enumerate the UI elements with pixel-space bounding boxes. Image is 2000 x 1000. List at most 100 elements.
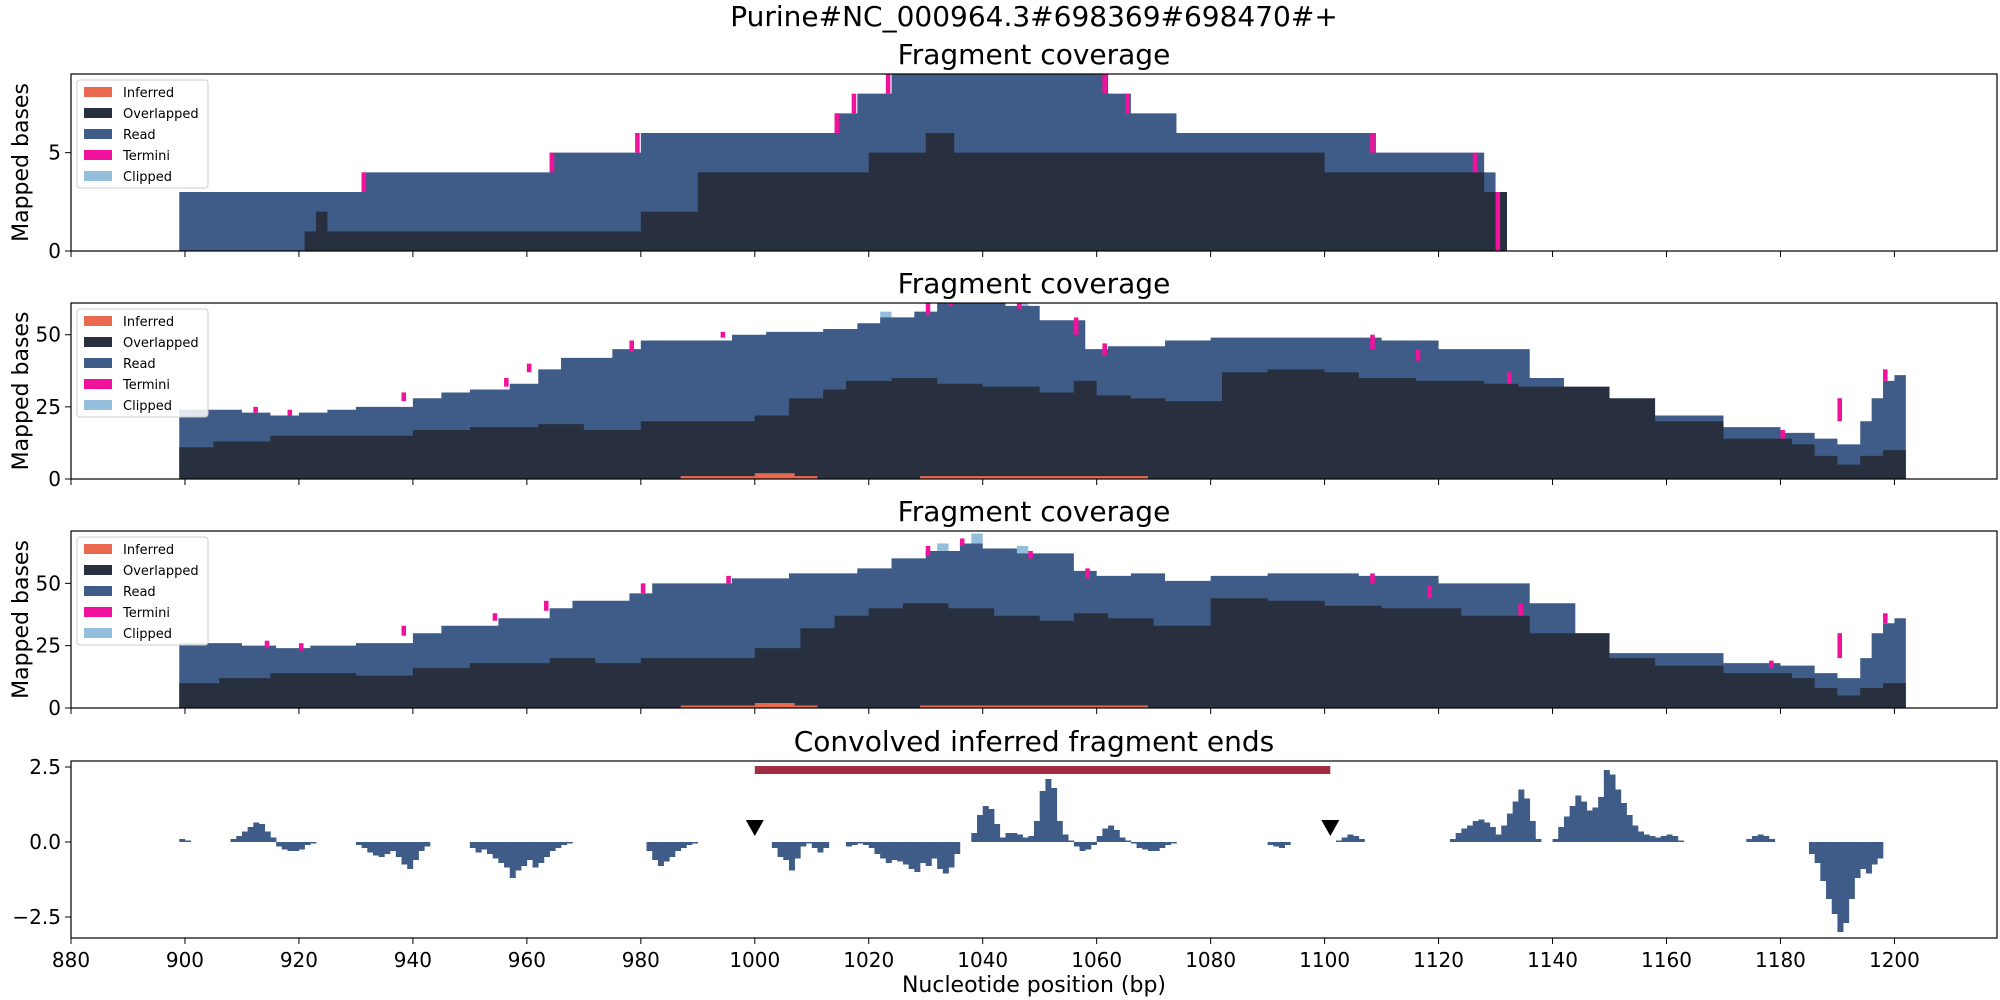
- convolved-bar: [1854, 842, 1861, 878]
- convolved-bar: [1814, 842, 1821, 863]
- overlapped-coverage-area: [179, 133, 1507, 251]
- convolved-bar: [1586, 810, 1593, 842]
- convolved-bar: [184, 840, 191, 842]
- convolved-bar: [948, 842, 955, 868]
- convolved-bar: [1632, 825, 1639, 842]
- convolved-bar: [390, 842, 397, 851]
- x-tick-label: 960: [508, 948, 546, 972]
- convolved-bar: [783, 842, 790, 860]
- convolved-bar: [555, 842, 562, 848]
- convolved-bar: [1090, 842, 1097, 845]
- legend-label-inferred: Inferred: [123, 315, 174, 330]
- plot-area: [179, 74, 1507, 251]
- convolved-bar: [845, 842, 852, 847]
- termini-segment: [635, 133, 640, 153]
- convolved-bar: [1763, 836, 1770, 842]
- y-tick-label: 5: [48, 141, 61, 165]
- legend: Inferred Overlapped Read Termini Clipped: [76, 79, 209, 189]
- convolved-bar: [971, 833, 978, 842]
- convolved-bar: [1666, 834, 1673, 842]
- termini-segment: [1780, 429, 1786, 439]
- termini-segment: [1085, 568, 1090, 579]
- convolved-bar: [373, 842, 380, 856]
- convolved-bar: [988, 809, 995, 842]
- termini-segment: [726, 575, 731, 584]
- termini-segment: [1506, 372, 1512, 384]
- convolved-bar: [686, 842, 693, 845]
- convolved-bar: [1769, 839, 1776, 842]
- convolved-bar: [418, 842, 425, 851]
- convolved-bar: [566, 842, 573, 844]
- termini-segment: [1415, 349, 1421, 361]
- convolved-bar: [868, 842, 875, 848]
- chart-panel-3: Fragment coverage Inferred Overlapped Read T…: [9, 495, 1998, 720]
- convolved-bar: [1079, 842, 1086, 851]
- convolved-bar: [521, 842, 528, 866]
- convolved-bar: [1552, 839, 1559, 842]
- termini-segment: [1883, 613, 1888, 624]
- convolved-bar: [407, 842, 414, 869]
- legend-label-inferred: Inferred: [123, 543, 174, 558]
- convolved-bar: [1153, 842, 1160, 851]
- y-tick-label: −2.5: [12, 905, 61, 929]
- chart-panel-1: Fragment coverage Inferred Overlapped Read T…: [9, 38, 1998, 263]
- convolved-bar: [1011, 833, 1018, 842]
- inferred-segment: [794, 705, 818, 708]
- chart-panel-2: Fragment coverage Inferred Overlapped Read T…: [9, 267, 1998, 491]
- convolved-bar: [304, 842, 311, 845]
- convolved-bar: [1558, 827, 1565, 842]
- convolved-bar: [1643, 834, 1650, 842]
- y-axis-label: Mapped bases: [9, 312, 34, 471]
- convolved-bar: [1518, 789, 1525, 842]
- termini-segment: [959, 538, 965, 546]
- convolved-bar: [902, 842, 909, 865]
- x-tick-label: 880: [52, 948, 90, 972]
- convolved-bar: [994, 824, 1001, 842]
- convolved-bar: [401, 842, 408, 865]
- convolved-bar: [355, 842, 362, 845]
- convolved-bar: [1039, 791, 1046, 842]
- x-tick-label: 1080: [1185, 948, 1236, 972]
- y-tick-label: 2.5: [29, 755, 61, 779]
- convolved-bar: [515, 842, 522, 871]
- convolved-bar: [1751, 836, 1758, 842]
- termini-segment: [492, 613, 498, 621]
- y-tick-label: 0: [48, 696, 61, 720]
- y-tick-label: 50: [36, 323, 61, 347]
- convolved-bar: [1353, 836, 1360, 842]
- plot-area: [179, 533, 1906, 708]
- convolved-bar: [1034, 821, 1040, 842]
- convolved-bar: [1016, 834, 1023, 842]
- convolved-bar: [1119, 837, 1126, 842]
- convolved-bar: [298, 842, 305, 850]
- convolved-bar: [1279, 842, 1286, 848]
- convolved-bar: [230, 839, 237, 842]
- convolved-bar: [1506, 813, 1513, 842]
- legend-swatch-termini: [84, 150, 112, 160]
- convolved-bar: [1563, 816, 1570, 842]
- convolved-bar: [1273, 842, 1280, 847]
- x-tick-label: 1160: [1641, 948, 1692, 972]
- convolved-bar: [281, 842, 288, 850]
- convolved-bar: [1826, 842, 1833, 899]
- convolved-bar: [851, 842, 858, 845]
- panel-title: Convolved inferred fragment ends: [794, 725, 1275, 758]
- legend-swatch-clipped: [84, 628, 112, 638]
- legend-label-termini: Termini: [122, 378, 170, 393]
- convolved-bar: [800, 842, 807, 847]
- convolved-bar: [1581, 801, 1588, 842]
- convolved-bar: [1877, 842, 1884, 859]
- clipped-segment: [971, 533, 983, 544]
- termini-segment: [1370, 573, 1375, 584]
- convolved-bar: [925, 842, 932, 866]
- convolved-bar: [1125, 840, 1132, 842]
- convolved-bar: [1808, 842, 1815, 854]
- x-tick-label: 1040: [957, 948, 1008, 972]
- legend-swatch-clipped: [84, 171, 112, 181]
- legend-swatch-overlapped: [84, 565, 112, 575]
- convolved-bar: [1284, 842, 1291, 845]
- position-marker: [745, 820, 764, 836]
- convolved-bar: [424, 842, 431, 847]
- x-tick-label: 900: [166, 948, 204, 972]
- convolved-bar: [1820, 842, 1827, 881]
